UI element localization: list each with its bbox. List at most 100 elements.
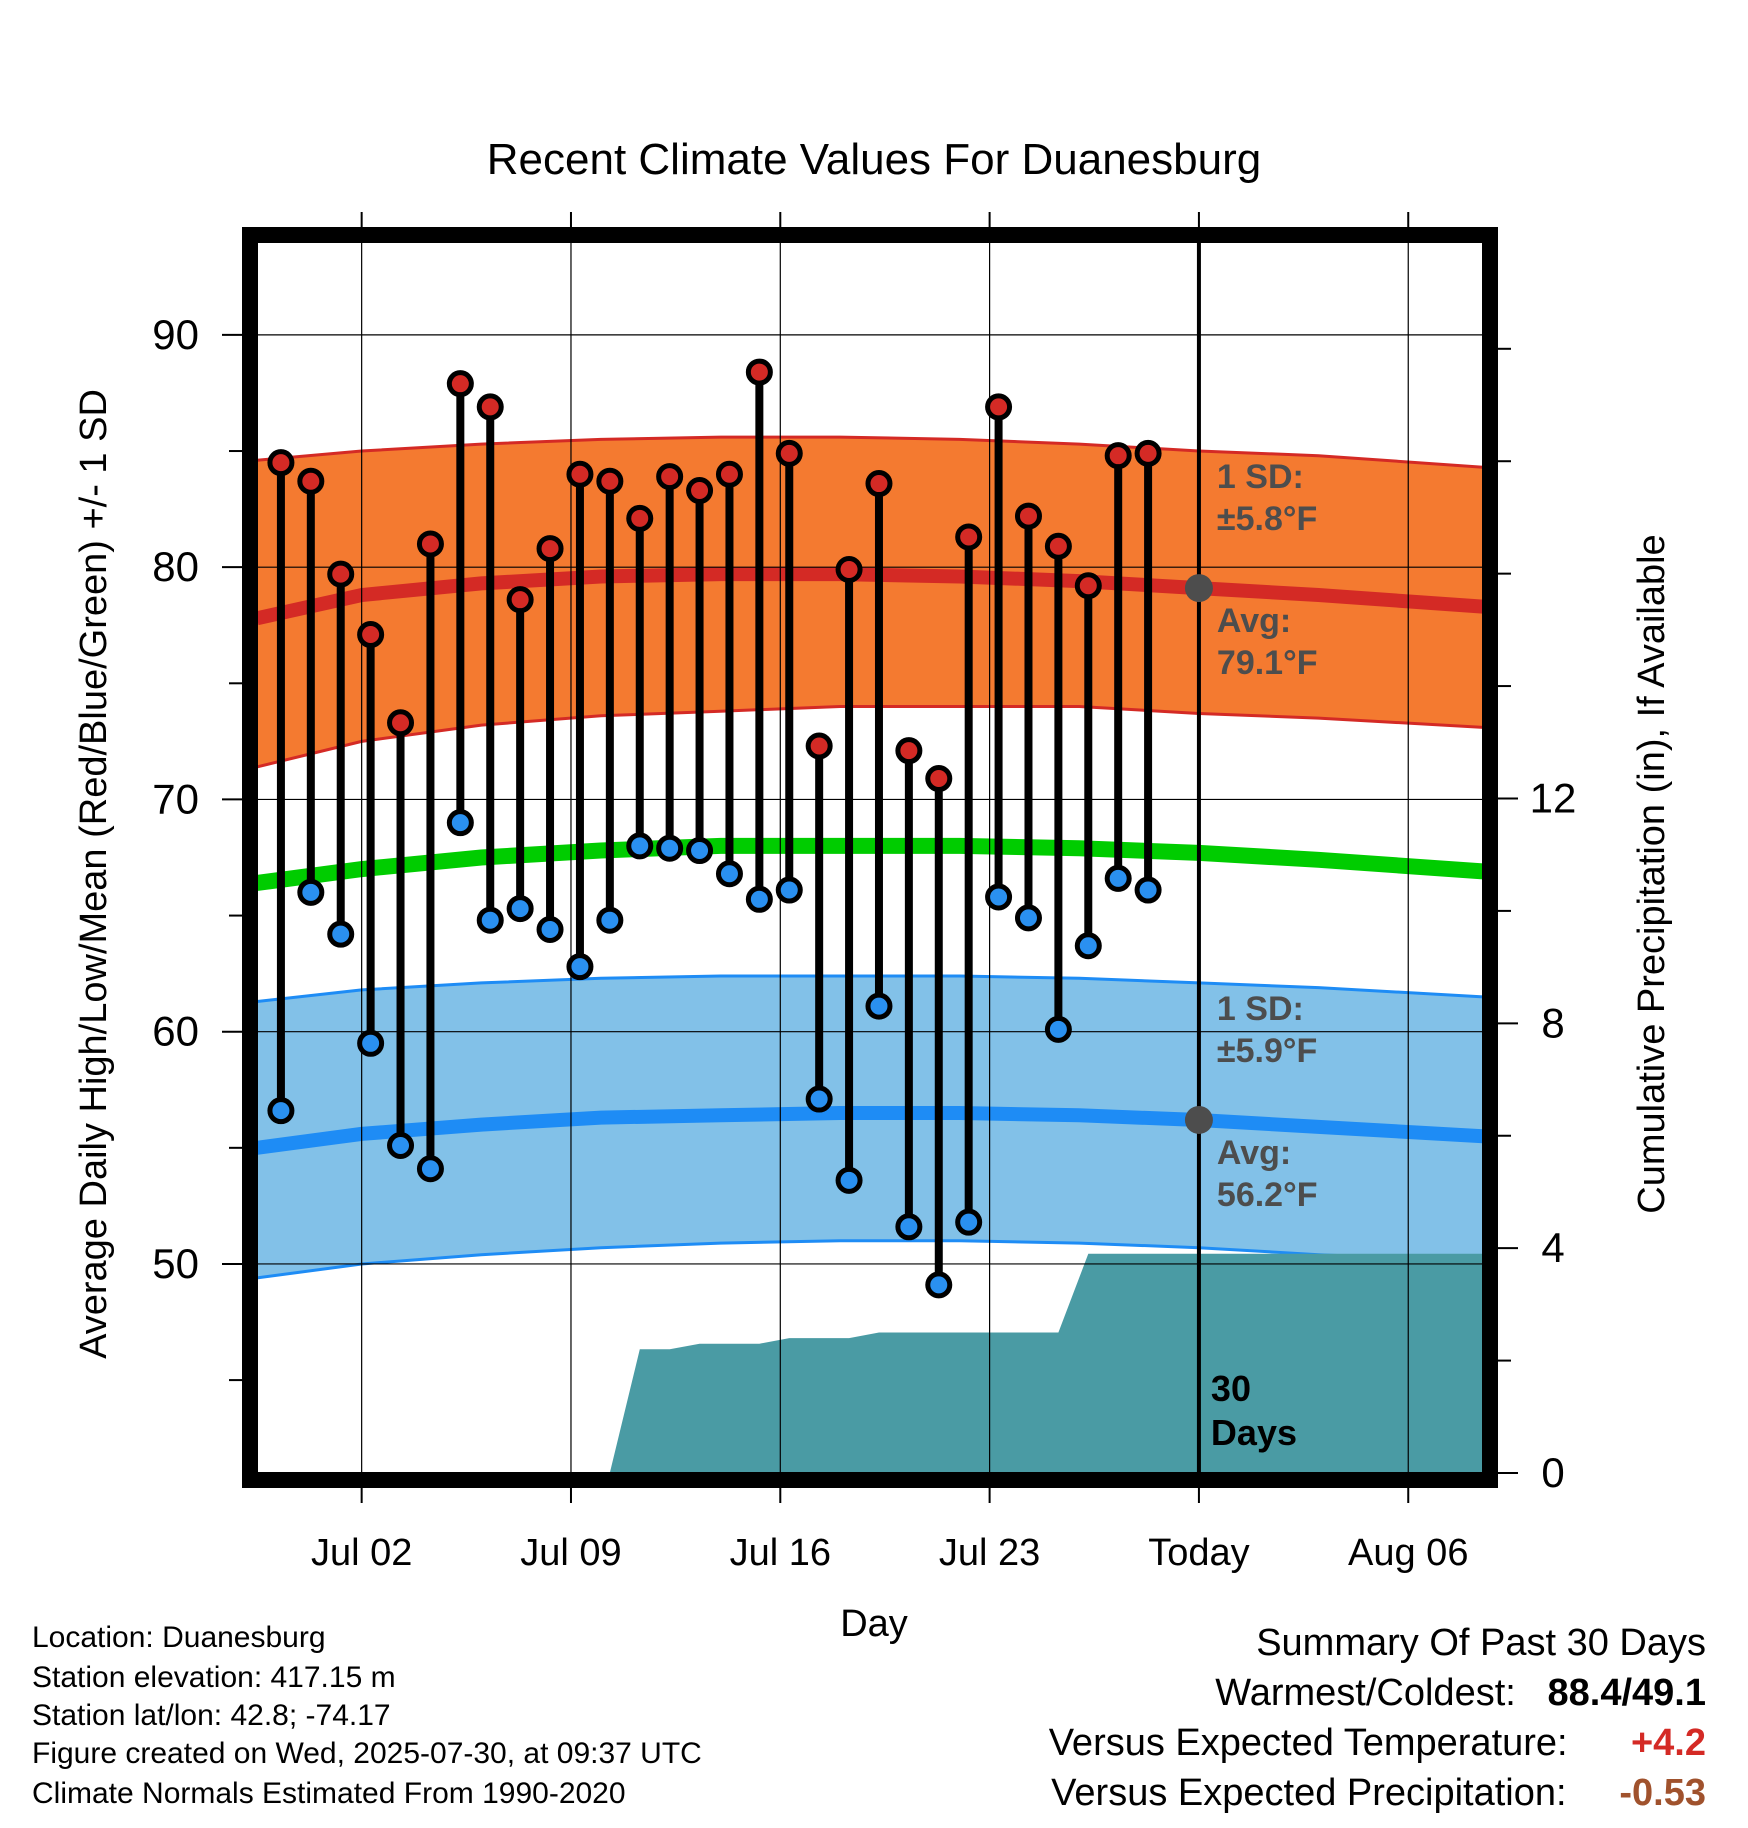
- daily-low-point: [566, 953, 594, 981]
- summary-precip-label: Versus Expected Precipitation:: [1051, 1772, 1567, 1814]
- footer-elevation: Station elevation: 417.15 m: [32, 1661, 396, 1694]
- daily-high-point: [297, 467, 325, 495]
- daily-high-point: [865, 470, 893, 498]
- daily-low-point: [1014, 904, 1042, 932]
- normal-low-band: [257, 976, 1483, 1278]
- daily-low-point: [536, 916, 564, 944]
- normal-mean-line: [257, 837, 1483, 891]
- daily-high-point: [715, 460, 743, 488]
- summary-warm-cold-value: 88.4/49.1: [1547, 1672, 1706, 1714]
- y-right-tick-label: 4: [1541, 1224, 1564, 1271]
- low-sd-label: 1 SD:: [1217, 990, 1304, 1028]
- summary-warm-cold-label: Warmest/Coldest:: [1215, 1672, 1516, 1714]
- summary-precip-value: -0.53: [1619, 1772, 1706, 1814]
- summary-title: Summary Of Past 30 Days: [1256, 1622, 1706, 1664]
- footer-location: Location: Duanesburg: [32, 1621, 326, 1654]
- x-tick-label: Jul 02: [311, 1532, 412, 1574]
- daily-low-point: [506, 895, 534, 923]
- y-axis-label-right: Cumulative Precipitation (in), If Availa…: [1631, 534, 1673, 1213]
- daily-high-point: [985, 393, 1013, 421]
- high-sd-value: ±5.8°F: [1217, 500, 1317, 538]
- normal-high-band: [257, 437, 1483, 767]
- daily-high-point: [446, 370, 474, 398]
- daily-high-point: [686, 477, 714, 505]
- low-avg-value: 56.2°F: [1217, 1176, 1318, 1214]
- daily-high-point: [1044, 532, 1072, 560]
- x-tick-label: Today: [1148, 1532, 1249, 1574]
- axes: Jul 02 Jul 09 Jul 16 Jul 23 Today Aug 06 50 60 7…: [152, 212, 1576, 1574]
- daily-low-point: [895, 1213, 923, 1241]
- daily-high-point: [745, 358, 773, 386]
- y-right-tick-label: 8: [1541, 999, 1564, 1046]
- daily-high-point: [476, 393, 504, 421]
- daily-high-point: [267, 449, 295, 477]
- normal-low-band-upper-edge: [257, 974, 1483, 1003]
- high-avg-label: Avg:: [1217, 602, 1291, 640]
- daily-low-point: [626, 832, 654, 860]
- daily-low-point: [1074, 932, 1102, 960]
- summary-warm-cold: Warmest/Coldest: 88.4/49.1: [1215, 1672, 1706, 1715]
- daily-low-point: [1104, 864, 1132, 892]
- daily-low-point: [656, 834, 684, 862]
- today-days-label-number: 30: [1211, 1368, 1251, 1409]
- daily-high-point: [775, 439, 803, 467]
- y-right-tick-label: 12: [1530, 774, 1577, 821]
- footer-created: Figure created on Wed, 2025-07-30, at 09…: [32, 1737, 702, 1770]
- daily-high-point: [357, 621, 385, 649]
- y-right-tick-label: 0: [1541, 1449, 1564, 1496]
- footer-latlon: Station lat/lon: 42.8; -74.17: [32, 1699, 391, 1732]
- daily-low-point: [805, 1085, 833, 1113]
- daily-low-point: [985, 883, 1013, 911]
- daily-high-point: [387, 709, 415, 737]
- summary-temp-value: +4.2: [1630, 1722, 1706, 1764]
- daily-low-point: [745, 885, 773, 913]
- daily-low-point: [1044, 1015, 1072, 1043]
- daily-high-point: [955, 523, 983, 551]
- daily-high-point: [566, 460, 594, 488]
- today-days-label-text: Days: [1211, 1412, 1297, 1453]
- daily-high-point: [506, 586, 534, 614]
- x-axis-label: Day: [840, 1603, 908, 1645]
- daily-low-point: [925, 1271, 953, 1299]
- y-axis-label-left: Average Daily High/Low/Mean (Red/Blue/Gr…: [73, 389, 115, 1359]
- daily-low-point: [327, 920, 355, 948]
- x-tick-label: Jul 23: [939, 1532, 1040, 1574]
- daily-low-point: [686, 837, 714, 865]
- y-left-tick-label: 80: [152, 543, 199, 590]
- daily-high-point: [416, 530, 444, 558]
- today-avg-high-marker: [1184, 574, 1213, 603]
- normal-high-band-lower-edge: [257, 705, 1483, 769]
- daily-high-point: [327, 560, 355, 588]
- daily-low-point: [955, 1208, 983, 1236]
- precipitation-area: [609, 1253, 1483, 1473]
- y-left-tick-label: 70: [152, 775, 199, 822]
- plot-frame: [242, 227, 1498, 1488]
- today-avg-low-marker: [1184, 1105, 1213, 1134]
- daily-low-point: [267, 1097, 295, 1125]
- summary-temperature: Versus Expected Temperature: +4.2: [1049, 1722, 1706, 1765]
- daily-low-point: [357, 1029, 385, 1057]
- y-left-tick-label: 90: [152, 311, 199, 358]
- daily-low-point: [297, 878, 325, 906]
- summary-temp-label: Versus Expected Temperature:: [1048, 1722, 1568, 1764]
- x-tick-label: Jul 16: [730, 1532, 831, 1574]
- y-left-tick-label: 50: [152, 1240, 199, 1287]
- daily-low-point: [446, 809, 474, 837]
- summary-precipitation: Versus Expected Precipitation: -0.53: [1051, 1772, 1706, 1815]
- daily-high-point: [1014, 502, 1042, 530]
- chart-title: Recent Climate Values For Duanesburg: [487, 135, 1261, 184]
- daily-high-point: [536, 535, 564, 563]
- normal-high-band-upper-edge: [257, 435, 1483, 469]
- high-avg-value: 79.1°F: [1217, 644, 1318, 682]
- low-avg-label: Avg:: [1217, 1134, 1291, 1172]
- daily-high-point: [1134, 439, 1162, 467]
- daily-high-point: [895, 737, 923, 765]
- daily-low-point: [596, 906, 624, 934]
- daily-high-point: [626, 504, 654, 532]
- daily-low-point: [1134, 876, 1162, 904]
- daily-high-point: [925, 765, 953, 793]
- daily-low-point: [476, 906, 504, 934]
- normal-low-band-lower-edge: [257, 1239, 1483, 1280]
- daily-high-point: [656, 463, 684, 491]
